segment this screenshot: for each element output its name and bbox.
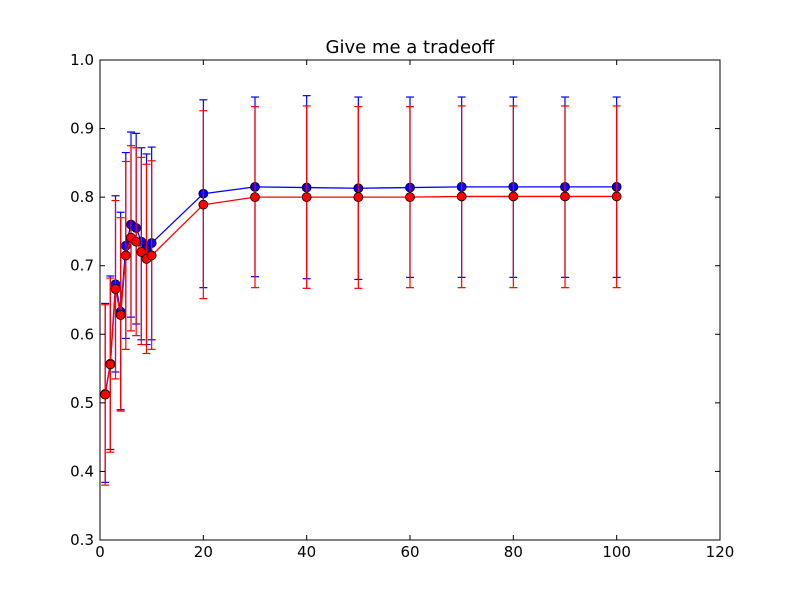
x-tick-label: 20 — [194, 543, 213, 561]
data-point — [301, 192, 312, 203]
y-tick-label: 0.5 — [70, 394, 94, 412]
y-tick-label: 0.8 — [70, 188, 94, 206]
data-point — [105, 359, 116, 370]
x-tick-label: 60 — [400, 543, 419, 561]
series-1 — [100, 105, 622, 486]
y-tick-label: 0.6 — [70, 325, 94, 343]
data-point — [250, 192, 260, 203]
x-tick-label: 100 — [602, 543, 631, 561]
y-tick-label: 0.4 — [70, 462, 94, 480]
data-point — [100, 389, 111, 400]
data-point — [456, 191, 467, 202]
x-tick-label: 80 — [504, 543, 523, 561]
plot-area — [100, 95, 622, 486]
data-point — [611, 191, 622, 202]
data-point — [198, 199, 209, 210]
data-point — [146, 250, 157, 261]
data-point — [131, 236, 142, 247]
y-tick-label: 1.0 — [70, 51, 94, 69]
data-point — [115, 310, 126, 320]
x-tick-label: 40 — [297, 543, 316, 561]
x-tick-label: 0 — [95, 543, 105, 561]
axis-ticks: 0 20 40 60 80 100 120 0.3 0.4 0.5 0.6 0.7 0.8 0.9 1.0 — [70, 51, 734, 561]
data-point — [560, 191, 570, 202]
data-point — [508, 191, 519, 202]
chart-title: Give me a tradeoff — [326, 37, 495, 58]
data-point — [136, 247, 147, 257]
data-point — [120, 250, 131, 261]
data-point — [110, 284, 121, 294]
y-tick-label: 0.7 — [70, 257, 94, 275]
y-tick-label: 0.3 — [70, 531, 94, 549]
x-tick-label: 120 — [706, 543, 735, 561]
data-point — [353, 192, 364, 203]
y-tick-label: 0.9 — [70, 120, 94, 138]
data-point — [405, 192, 415, 203]
